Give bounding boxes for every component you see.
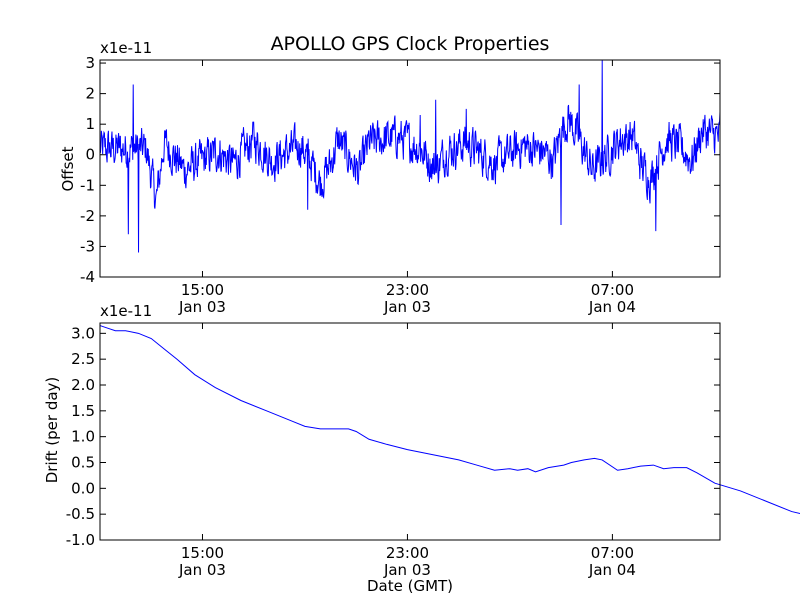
offset-xtick-time: 23:00 bbox=[386, 281, 429, 299]
offset-xtick-time: 15:00 bbox=[181, 281, 224, 299]
drift-ylabel: Drift (per day) bbox=[43, 377, 61, 484]
offset-xtick-date: Jan 03 bbox=[383, 298, 431, 316]
drift-ytick-label: 1.0 bbox=[71, 428, 95, 446]
drift-xtick-time: 23:00 bbox=[386, 544, 429, 562]
drift-ytick-label: 0.5 bbox=[71, 454, 95, 472]
drift-xtick-date: Jan 03 bbox=[178, 561, 226, 579]
offset-xtick-time: 07:00 bbox=[591, 281, 634, 299]
offset-ytick-label: -1 bbox=[80, 176, 95, 194]
offset-series-line bbox=[99, 59, 721, 253]
drift-ytick-label: 2.5 bbox=[71, 350, 95, 368]
chart-title: APOLLO GPS Clock Properties bbox=[271, 33, 550, 55]
offset-ytick-label: 1 bbox=[85, 115, 95, 133]
drift-ytick-label: -1.0 bbox=[66, 531, 95, 549]
drift-ytick-label: 2.0 bbox=[71, 376, 95, 394]
offset-xtick-date: Jan 04 bbox=[588, 298, 636, 316]
offset-ytick-label: 2 bbox=[85, 85, 95, 103]
x-axis-label: Date (GMT) bbox=[367, 577, 453, 595]
drift-series-line bbox=[99, 325, 800, 515]
offset-yticks: -4 -3 -2 -1 0 1 2 3 bbox=[80, 54, 720, 286]
drift-ytick-label: 1.5 bbox=[71, 402, 95, 420]
offset-ylabel: Offset bbox=[59, 146, 77, 191]
drift-xtick-date: Jan 03 bbox=[383, 561, 431, 579]
drift-ytick-label: 0.0 bbox=[71, 479, 95, 497]
drift-xtick-time: 07:00 bbox=[591, 544, 634, 562]
drift-ytick-label: 3.0 bbox=[71, 324, 95, 342]
drift-xtick-time: 15:00 bbox=[181, 544, 224, 562]
drift-xtick-date: Jan 04 bbox=[588, 561, 636, 579]
drift-ytick-label: -0.5 bbox=[66, 505, 95, 523]
offset-ytick-label: 0 bbox=[85, 146, 95, 164]
drift-scale-label: x1e-11 bbox=[100, 302, 152, 320]
offset-axes-frame bbox=[99, 59, 721, 278]
offset-ytick-label: -4 bbox=[80, 268, 95, 286]
offset-scale-label: x1e-11 bbox=[100, 39, 152, 57]
drift-panel: x1e-11 Drift (per day) -1.0 -0.5 0.0 0.5 1.0… bbox=[43, 302, 800, 595]
drift-axes-frame bbox=[99, 322, 721, 541]
drift-yticks: -1.0 -0.5 0.0 0.5 1.0 1.5 2.0 2.5 3.0 bbox=[66, 324, 720, 549]
offset-ytick-label: -2 bbox=[80, 207, 95, 225]
offset-ytick-label: 3 bbox=[85, 54, 95, 72]
offset-xtick-date: Jan 03 bbox=[178, 298, 226, 316]
offset-ytick-label: -3 bbox=[80, 237, 95, 255]
